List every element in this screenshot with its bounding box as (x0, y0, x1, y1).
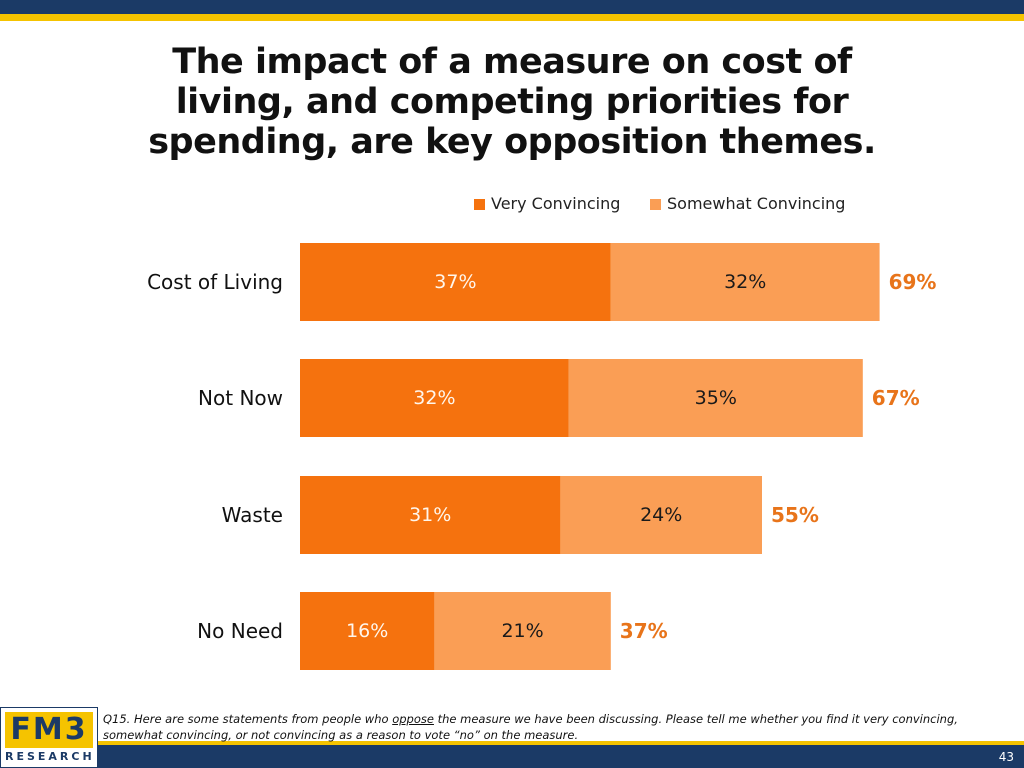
value-label-very-waste: 31% (409, 504, 451, 526)
category-label-no-need: No Need (197, 619, 283, 643)
footer-navy-bar (0, 745, 1024, 768)
footnote-suffix: the measure we have been discussing. Ple… (103, 712, 958, 742)
footnote-underlined-word: oppose (392, 712, 434, 726)
bar-very-convincing-cost-of-living (300, 243, 611, 321)
title-line-3: spending, are key opposition themes. (148, 122, 876, 162)
legend-swatch-somewhat-convincing (650, 199, 661, 210)
title-line-1: The impact of a measure on cost of (172, 42, 852, 82)
logo-fm3-text: FM3 (5, 712, 93, 748)
footer-gold-bar (0, 741, 1024, 745)
value-label-somewhat-waste: 24% (640, 504, 682, 526)
bar-very-convincing-waste (300, 476, 561, 554)
bar-somewhat-convincing-no-need (434, 592, 611, 670)
top-navy-bar (0, 0, 1024, 14)
total-label-not-now: 67% (872, 386, 920, 410)
bar-somewhat-convincing-not-now (568, 359, 863, 437)
page-number: 43 (998, 750, 1014, 764)
value-label-very-not-now: 32% (413, 387, 455, 409)
fm3-research-logo: FM3 RESEARCH (0, 707, 98, 768)
bar-very-convincing-no-need (300, 592, 435, 670)
footnote-prefix: Q15. Here are some statements from peopl… (103, 712, 393, 726)
title-line-2: living, and competing priorities for (175, 82, 849, 122)
bar-somewhat-convincing-waste (560, 476, 762, 554)
bar-somewhat-convincing-cost-of-living (610, 243, 880, 321)
legend-label-very-convincing: Very Convincing (491, 194, 621, 213)
category-label-cost-of-living: Cost of Living (147, 270, 283, 294)
value-label-somewhat-cost-of-living: 32% (724, 271, 766, 293)
value-label-somewhat-not-now: 35% (695, 387, 737, 409)
category-label-waste: Waste (222, 503, 283, 527)
page-title: The impact of a measure on cost of livin… (112, 42, 912, 162)
top-gold-bar (0, 14, 1024, 21)
category-label-not-now: Not Now (198, 386, 283, 410)
question-footnote: Q15. Here are some statements from peopl… (103, 711, 1013, 743)
total-label-no-need: 37% (620, 619, 668, 643)
logo-research-text: RESEARCH (5, 750, 95, 763)
bar-very-convincing-not-now (300, 359, 569, 437)
value-label-somewhat-no-need: 21% (501, 620, 543, 642)
legend-label-somewhat-convincing: Somewhat Convincing (667, 194, 846, 213)
total-label-waste: 55% (771, 503, 819, 527)
stacked-bar-chart: Cost of Living 37% 32% 69% Not Now 32% 35% 67% W… (147, 243, 937, 670)
legend-swatch-very-convincing (474, 199, 485, 210)
value-label-very-cost-of-living: 37% (434, 271, 476, 293)
total-label-cost-of-living: 69% (889, 270, 937, 294)
value-label-very-no-need: 16% (346, 620, 388, 642)
